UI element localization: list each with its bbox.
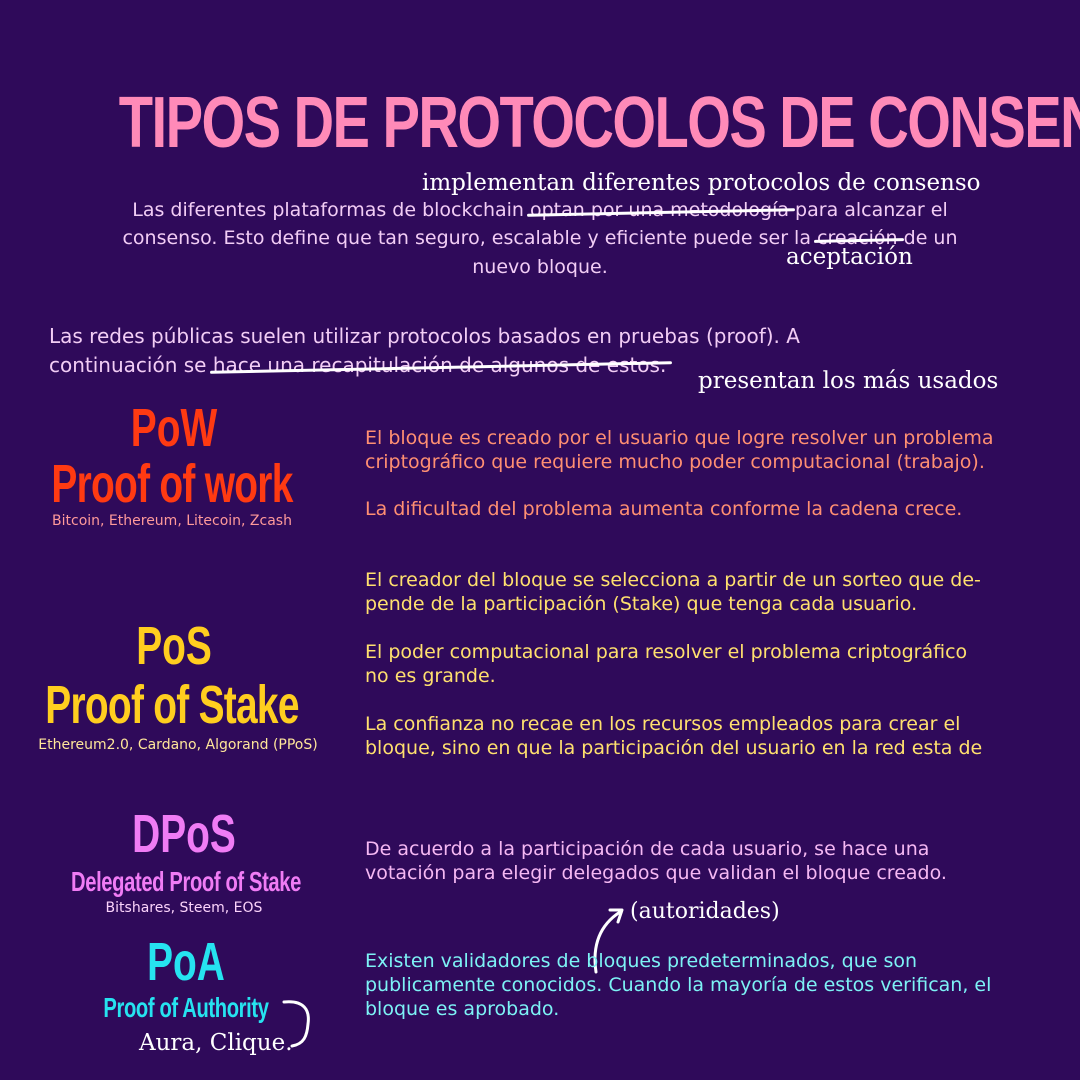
paragraph2-text: continuación se: [49, 353, 213, 377]
poa-description-line: Existen validadores de bloques predeterm…: [365, 950, 918, 972]
pos-description-line: El creador del bloque se selecciona a pa…: [365, 569, 981, 591]
intro-line-3: nuevo bloque.: [472, 256, 608, 278]
paragraph2-line-1: Las redes públicas suelen utilizar proto…: [49, 324, 800, 348]
intro-text: para alcanzar el: [789, 199, 948, 221]
curved-arrow-icon: [593, 908, 624, 974]
dpos-name: Delegated Proof of Stake: [71, 866, 301, 897]
intro-line-1: Las diferentes plataformas de blockchain…: [0, 196, 1080, 225]
page-title: TIPOS DE PROTOCOLOS DE CONSENSO: [118, 83, 1080, 163]
dpos-examples: Bitshares, Steem, EOS: [105, 900, 263, 916]
intro-text: consenso. Esto define que tan seguro, es…: [122, 227, 818, 249]
handwritten-note-autoridades: (autoridades): [630, 899, 780, 924]
handwritten-note-aura-clique: Aura, Clique.: [139, 1030, 293, 1056]
pos-description-line: El poder computacional para resolver el …: [365, 641, 968, 663]
handwritten-note-implementan: implementan diferentes protocolos de con…: [422, 170, 981, 196]
pow-name: Proof of work: [51, 454, 293, 514]
handwritten-note-aceptacion: aceptación: [786, 244, 913, 270]
struck-text: hace una recapitulación de algunos de es…: [213, 350, 666, 380]
pos-description-line: bloque, sino en que la participación del…: [365, 737, 983, 759]
struck-text: optan por una metodología: [530, 196, 789, 225]
pow-description-line: El bloque es creado por el usuario que l…: [365, 427, 994, 449]
pos-description-line: no es grande.: [365, 665, 496, 687]
pow-examples: Bitcoin, Ethereum, Litecoin, Zcash: [52, 513, 292, 529]
dpos-description-line: votación para elegir delegados que valid…: [365, 862, 947, 884]
poa-name: Proof of Authority: [103, 992, 269, 1023]
poa-abbreviation: PoA: [147, 932, 225, 992]
poa-description-line: publicamente conocidos. Cuando la mayorí…: [365, 974, 992, 996]
pos-name: Proof of Stake: [45, 675, 299, 735]
struck-text: creación: [817, 224, 898, 253]
paragraph2-line-2: continuación se hace una recapitulación …: [49, 350, 666, 380]
poa-description-line: bloque es aprobado.: [365, 998, 560, 1020]
handwritten-note-presentan: presentan los más usados: [698, 368, 999, 394]
pow-description-line: La dificultad del problema aumenta confo…: [365, 498, 963, 520]
intro-text: Las diferentes plataformas de blockchain: [132, 199, 530, 221]
pos-abbreviation: PoS: [136, 616, 212, 676]
bracket-icon: [282, 1000, 310, 1048]
intro-text: de un: [897, 227, 958, 249]
pow-description-line: criptográfico que requiere mucho poder c…: [365, 451, 985, 473]
pos-description-line: La confianza no recae en los recursos em…: [365, 713, 961, 735]
pos-description-line: pende de la participación (Stake) que te…: [365, 593, 918, 615]
pow-abbreviation: PoW: [130, 398, 218, 458]
dpos-abbreviation: DPoS: [132, 804, 236, 864]
intro-line-2: consenso. Esto define que tan seguro, es…: [0, 224, 1080, 253]
pos-examples: Ethereum2.0, Cardano, Algorand (PPoS): [38, 737, 318, 753]
dpos-description-line: De acuerdo a la participación de cada us…: [365, 838, 930, 860]
